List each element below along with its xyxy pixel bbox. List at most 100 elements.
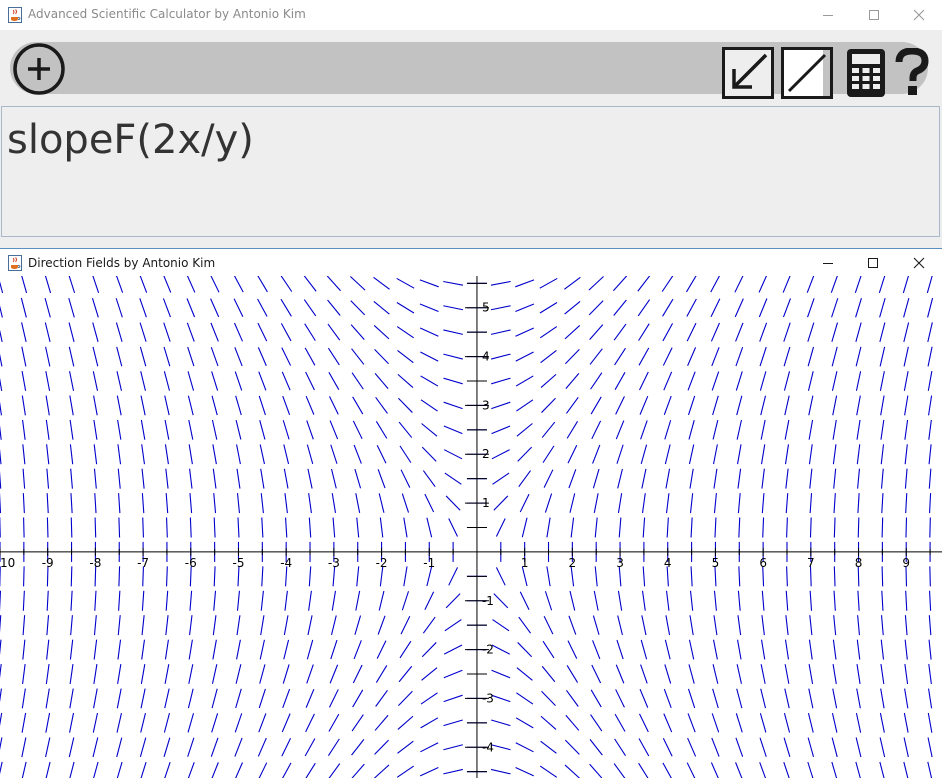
minimize-button[interactable] [805, 0, 851, 30]
slope-segment [68, 322, 75, 342]
slope-segment [187, 371, 195, 391]
slope-segment [211, 419, 218, 440]
slope-segment [307, 615, 313, 636]
slope-segment [833, 615, 837, 636]
slope-segment [616, 444, 624, 464]
slope-segment [689, 615, 694, 636]
slope-segment [928, 419, 932, 440]
slope-segment [259, 420, 266, 440]
slope-segment [426, 566, 433, 587]
slope-segment [639, 395, 649, 415]
slope-segment [212, 615, 217, 636]
slope-segment [881, 517, 884, 538]
slope-segment [712, 395, 719, 416]
help-button[interactable] [892, 46, 932, 101]
slope-segment [880, 664, 885, 684]
slope-segment [639, 371, 649, 391]
slope-segment [45, 737, 51, 758]
x-tick-label: -8 [89, 556, 101, 570]
slope-segment [857, 615, 860, 636]
slope-segment [141, 615, 145, 636]
slope-segment [785, 590, 789, 611]
direction-field-plot[interactable]: 10 -9 -8 -7 -6 -5 -4 -3 -2 -1 1 2 3 4 5 6 7 8 9 5 4 3 2 1 -1 -2 -3… [0, 276, 942, 778]
slope-segment [856, 419, 861, 440]
slope-segment [94, 517, 97, 538]
slope-segment [351, 348, 365, 365]
slope-segment [540, 740, 557, 754]
slope-segment [617, 493, 623, 514]
slope-segment [662, 762, 672, 778]
tick-labels: 10 -9 -8 -7 -6 -5 -4 -3 -2 -1 1 2 3 4 5 6 7 8 9 5 4 3 2 1 -1 -2 -3… [0, 301, 910, 755]
slope-segment [515, 717, 534, 729]
slope-segment [328, 713, 340, 732]
slope-segment [420, 399, 438, 412]
slope-segment [806, 276, 815, 293]
slope-segment [687, 688, 696, 709]
slope-segment [332, 517, 336, 538]
slope-segment [663, 371, 673, 391]
add-button[interactable] [12, 42, 66, 98]
slope-segment [212, 639, 217, 660]
calculator-titlebar[interactable]: Advanced Scientific Calculator by Antoni… [0, 0, 942, 30]
slope-segment [783, 346, 791, 367]
close-button[interactable] [896, 0, 942, 30]
slope-segment [117, 639, 122, 660]
x-tick-label: -3 [328, 556, 340, 570]
slope-segment [592, 640, 601, 660]
slope-segment [903, 737, 909, 758]
close-button[interactable] [896, 249, 942, 276]
slope-segment [490, 280, 511, 286]
slope-segment [166, 517, 168, 538]
maximize-button[interactable] [851, 0, 897, 30]
slope-segment [139, 737, 147, 758]
calculator-button[interactable] [844, 48, 888, 101]
slope-segment [638, 762, 649, 778]
expression-input[interactable]: slopeF(2x/y) [1, 106, 940, 237]
slope-segment [879, 737, 886, 758]
slope-segment [401, 493, 410, 513]
slope-segment [832, 419, 837, 440]
field-titlebar[interactable]: Direction Fields by Antonio Kim [0, 249, 942, 276]
slope-segment [93, 395, 98, 416]
slope-segment [376, 445, 387, 464]
slope-segment [92, 322, 99, 342]
slope-segment [69, 444, 74, 465]
slope-segment [70, 517, 73, 538]
slope-segment [142, 566, 144, 587]
slope-segment [856, 444, 861, 465]
slope-segment [855, 322, 862, 342]
slope-segment [422, 470, 436, 488]
slope-segment [117, 444, 122, 465]
slope-segment [711, 371, 720, 391]
slope-segment [443, 425, 463, 435]
slope-segment [94, 590, 97, 611]
slope-segment [516, 399, 534, 412]
slope-segment [210, 346, 219, 367]
slope-segment [927, 371, 933, 391]
slope-segment [761, 493, 765, 514]
expand-button[interactable] [781, 46, 833, 101]
slope-segment [784, 639, 790, 660]
slope-segment [737, 590, 741, 611]
slope-segment [93, 688, 98, 709]
slope-segment [544, 493, 553, 513]
shrink-button[interactable] [722, 46, 774, 101]
slope-segment [233, 276, 244, 293]
slope-segment [855, 371, 862, 391]
slope-segment [857, 566, 860, 587]
slope-segment [686, 762, 696, 778]
slope-segment [351, 739, 365, 756]
slope-segment [760, 688, 767, 709]
slope-segment [213, 493, 217, 514]
minimize-button[interactable] [805, 249, 851, 276]
slope-segment [904, 395, 909, 416]
slope-segment [710, 276, 721, 293]
slope-segment [355, 493, 361, 514]
slope-segment [92, 276, 100, 293]
maximize-button[interactable] [850, 249, 896, 276]
slope-segment [165, 615, 169, 636]
slope-segment [687, 713, 696, 733]
slope-segment [419, 767, 439, 777]
slope-segment [639, 688, 649, 708]
slope-segment [116, 712, 122, 733]
